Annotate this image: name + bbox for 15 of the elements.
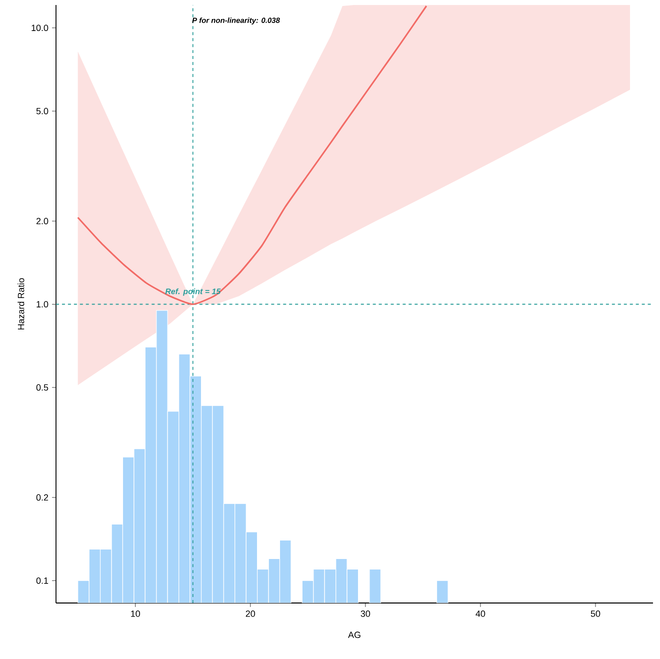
y-tick-label: 0.5 — [36, 384, 48, 391]
x-tick-label: 20 — [246, 610, 256, 617]
y-axis-title: Hazard Ratio — [18, 278, 24, 330]
x-axis-title: AG — [348, 632, 360, 638]
y-tick-label: 5.0 — [36, 108, 48, 114]
y-tick-label: 2.0 — [36, 218, 48, 224]
x-tick-label: 50 — [590, 610, 600, 617]
x-tick-label: 40 — [476, 610, 486, 617]
line-series — [77, 5, 428, 306]
y-tick-label: 10.0 — [32, 24, 48, 32]
y-tick-label: 0.1 — [36, 577, 48, 584]
y-tick-label: 1.0 — [36, 301, 48, 308]
y-tick-label: 0.2 — [36, 494, 48, 501]
x-tick-label: 10 — [131, 610, 140, 617]
x-tick-label: 30 — [360, 610, 370, 617]
